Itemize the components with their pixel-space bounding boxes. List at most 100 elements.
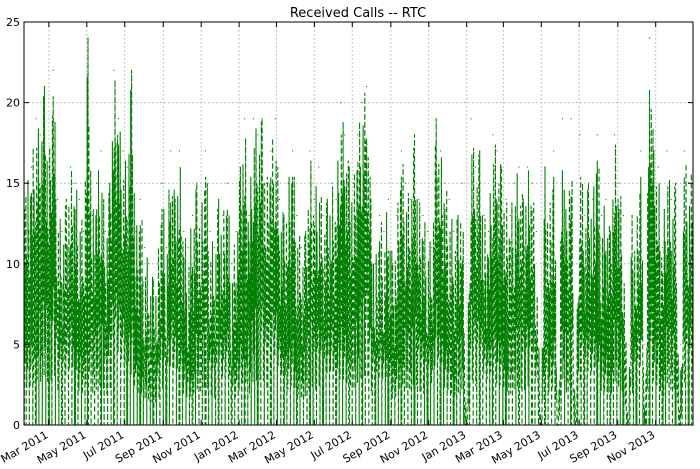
data-point [56, 198, 59, 200]
data-point [400, 150, 403, 152]
data-point [87, 37, 89, 39]
data-point [43, 85, 46, 88]
data-point [165, 247, 167, 249]
data-point [365, 85, 368, 88]
data-point [661, 247, 664, 249]
data-point [527, 166, 529, 168]
data-point [361, 102, 363, 104]
data-point [387, 198, 389, 200]
data-point [383, 230, 385, 233]
data-point [618, 182, 620, 184]
data-point [614, 134, 616, 136]
data-point [496, 150, 498, 152]
data-point [318, 166, 320, 168]
data-point [313, 198, 315, 200]
data-point [130, 69, 133, 71]
data-point [531, 182, 533, 184]
data-point [209, 230, 211, 233]
data-point [483, 214, 485, 217]
data-point [135, 230, 137, 233]
data-point [657, 166, 659, 168]
data-point [257, 134, 259, 136]
data-point [278, 198, 281, 200]
series-line [23, 38, 694, 426]
data-point [470, 118, 472, 120]
data-point [435, 118, 437, 120]
data-point [117, 118, 120, 120]
data-point [670, 198, 672, 200]
plot-frame [23, 21, 694, 426]
data-point [157, 263, 159, 265]
data-point [322, 214, 324, 217]
data-point [439, 150, 442, 152]
data-point [283, 214, 285, 217]
data-point [265, 182, 268, 184]
data-point [78, 198, 80, 200]
data-point [270, 150, 272, 152]
data-point [561, 118, 564, 120]
y-tick-label: 10 [6, 258, 20, 271]
data-point [239, 166, 241, 168]
data-point [30, 166, 33, 168]
data-point [148, 263, 150, 265]
data-point [204, 150, 207, 152]
data-point [583, 214, 585, 217]
data-point [96, 182, 98, 184]
data-point [296, 214, 298, 217]
data-point [274, 118, 276, 120]
data-point [374, 263, 376, 265]
data-point [648, 37, 651, 39]
data-point [635, 230, 638, 233]
data-point [522, 198, 524, 200]
data-point [640, 150, 642, 152]
data-point [191, 214, 194, 217]
data-point [65, 198, 67, 200]
data-point [200, 214, 202, 217]
data-point [100, 150, 102, 152]
data-point [579, 134, 581, 136]
data-point [444, 182, 446, 184]
data-point [83, 230, 85, 233]
data-point [418, 198, 420, 200]
data-point [326, 198, 329, 200]
data-point [596, 134, 598, 136]
data-point [244, 118, 246, 120]
data-point [431, 247, 433, 249]
y-tick-label: 0 [13, 419, 20, 432]
data-point [170, 150, 172, 152]
data-point [70, 166, 72, 168]
data-point [666, 150, 668, 152]
data-point [535, 230, 537, 233]
data-point [487, 230, 490, 233]
data-point [287, 182, 289, 184]
data-point [592, 198, 594, 200]
data-point [222, 214, 224, 217]
y-tick-label: 20 [6, 97, 20, 110]
data-point [144, 247, 146, 249]
data-point [409, 198, 411, 200]
data-point [226, 182, 228, 184]
data-point [609, 230, 611, 233]
data-point [174, 198, 176, 200]
data-point [509, 214, 511, 217]
data-point [605, 198, 607, 200]
chart-title: Received Calls -- RTC [290, 6, 426, 21]
data-point [252, 118, 255, 120]
plot-series [23, 37, 694, 426]
data-point [348, 166, 350, 168]
data-point [91, 214, 93, 217]
data-point [39, 134, 41, 136]
data-point [622, 214, 624, 217]
data-point [631, 214, 633, 217]
data-point [461, 182, 463, 184]
data-point [126, 166, 128, 168]
data-point [35, 118, 37, 120]
data-point [505, 198, 507, 200]
data-point [518, 166, 520, 168]
data-point [344, 134, 346, 136]
data-point [231, 263, 233, 265]
data-point [339, 102, 342, 104]
data-point [548, 214, 550, 217]
data-point [426, 230, 429, 233]
